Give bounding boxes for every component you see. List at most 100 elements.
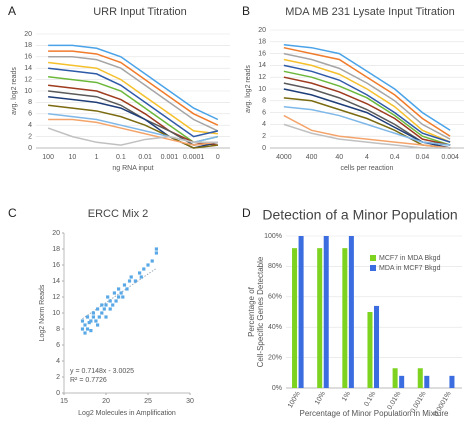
y-tick-label: 80% bbox=[268, 263, 282, 270]
series-line bbox=[48, 95, 219, 149]
point bbox=[125, 287, 129, 291]
y-tick-label: 14 bbox=[258, 62, 266, 69]
bar bbox=[298, 236, 304, 388]
series-line bbox=[283, 58, 451, 143]
point bbox=[139, 275, 143, 279]
y-tick-label: 8 bbox=[56, 326, 60, 333]
series-line bbox=[48, 67, 219, 138]
point bbox=[119, 291, 123, 295]
point bbox=[122, 283, 127, 287]
x-tick-label: 0.0001 bbox=[183, 154, 205, 161]
y-tick-label: 10 bbox=[24, 88, 32, 95]
point bbox=[96, 307, 100, 311]
bar bbox=[342, 248, 348, 388]
point bbox=[127, 279, 132, 283]
y-tick-label: 20% bbox=[268, 354, 282, 361]
point bbox=[129, 275, 133, 279]
x-tick-label: 4 bbox=[365, 154, 369, 161]
y-tick-label: 8 bbox=[28, 99, 32, 106]
series-line bbox=[48, 56, 219, 132]
point bbox=[154, 251, 158, 255]
series-line bbox=[283, 70, 451, 146]
series-line bbox=[48, 104, 218, 149]
bar bbox=[424, 375, 430, 388]
series-line bbox=[48, 84, 218, 146]
y-tick-label: 20 bbox=[24, 31, 32, 38]
point bbox=[85, 327, 90, 331]
y-tick-label: 10 bbox=[258, 86, 266, 93]
y-axis-label: Percentage of bbox=[247, 286, 256, 337]
y-tick-label: 60% bbox=[268, 294, 282, 301]
point bbox=[102, 307, 106, 311]
y-tick-label: 6 bbox=[28, 111, 32, 118]
y-tick-label: 18 bbox=[24, 42, 32, 49]
x-tick-label: 1 bbox=[95, 154, 99, 161]
series-line bbox=[283, 44, 451, 131]
point bbox=[83, 331, 87, 335]
y-tick-label: 0 bbox=[28, 145, 32, 152]
chart-title: ERCC Mix 2 bbox=[88, 208, 149, 220]
x-tick-label: 0.01% bbox=[386, 390, 402, 411]
x-tick-label: 25 bbox=[144, 398, 152, 405]
x-tick-label: 4000 bbox=[276, 154, 292, 161]
point bbox=[80, 319, 85, 323]
legend-label: MCF7 in MDA Bkgd bbox=[379, 255, 441, 262]
point bbox=[89, 319, 93, 323]
y-tick-label: 2 bbox=[28, 133, 32, 140]
point bbox=[112, 291, 116, 295]
series-line bbox=[283, 64, 451, 143]
x-axis-label: ng RNA input bbox=[112, 165, 153, 172]
y-tick-label: 40% bbox=[268, 324, 282, 331]
y-tick-label: 10 bbox=[52, 310, 60, 317]
point bbox=[154, 247, 158, 251]
x-tick-label: 0.004 bbox=[441, 154, 459, 161]
y-tick-label: 6 bbox=[262, 109, 266, 116]
bar bbox=[374, 305, 380, 388]
point bbox=[121, 295, 125, 299]
y-tick-label: 2 bbox=[262, 133, 266, 140]
x-tick-label: 400 bbox=[306, 154, 318, 161]
x-tick-label: 0.001 bbox=[161, 154, 179, 161]
point bbox=[108, 299, 112, 303]
point bbox=[117, 295, 121, 299]
series-line bbox=[48, 90, 218, 146]
x-axis-label: Log2 Molecules in Amplification bbox=[78, 410, 176, 417]
point bbox=[96, 323, 100, 327]
point bbox=[89, 329, 93, 333]
bar bbox=[392, 368, 398, 388]
series-line bbox=[48, 76, 219, 144]
bar bbox=[417, 368, 423, 388]
y-tick-label: 12 bbox=[24, 76, 32, 83]
point bbox=[108, 307, 112, 311]
point bbox=[91, 315, 95, 319]
series-line bbox=[283, 114, 451, 149]
y-tick-label: 12 bbox=[258, 74, 266, 81]
y-tick-label: 0% bbox=[272, 385, 282, 392]
bar bbox=[292, 248, 298, 388]
y-tick-label: 2 bbox=[56, 374, 60, 381]
point bbox=[133, 279, 137, 283]
y-tick-label: 0 bbox=[262, 145, 266, 152]
x-tick-label: 0.01 bbox=[138, 154, 152, 161]
chart-title: URR Input Titration bbox=[93, 6, 187, 18]
y-tick-label: 12 bbox=[52, 294, 60, 301]
bar bbox=[317, 248, 323, 388]
bar bbox=[348, 236, 354, 388]
y-axis-label: avg. log2 reads bbox=[245, 65, 252, 113]
point bbox=[117, 287, 121, 291]
y-tick-label: 20 bbox=[52, 230, 60, 237]
y-axis-label: Log2 Norm Reads bbox=[39, 284, 46, 341]
point bbox=[87, 321, 91, 325]
series-line bbox=[48, 44, 219, 121]
legend-swatch bbox=[370, 265, 376, 271]
series-line bbox=[48, 61, 218, 135]
point bbox=[142, 267, 146, 271]
bar bbox=[367, 312, 373, 388]
point bbox=[97, 315, 101, 319]
x-tick-label: 15 bbox=[60, 398, 68, 405]
chart-title: Detection of a Minor Population bbox=[262, 207, 457, 223]
bar bbox=[323, 236, 329, 388]
trendline bbox=[82, 267, 157, 320]
x-tick-label: 1% bbox=[341, 390, 352, 402]
y-tick-label: 6 bbox=[56, 342, 60, 349]
